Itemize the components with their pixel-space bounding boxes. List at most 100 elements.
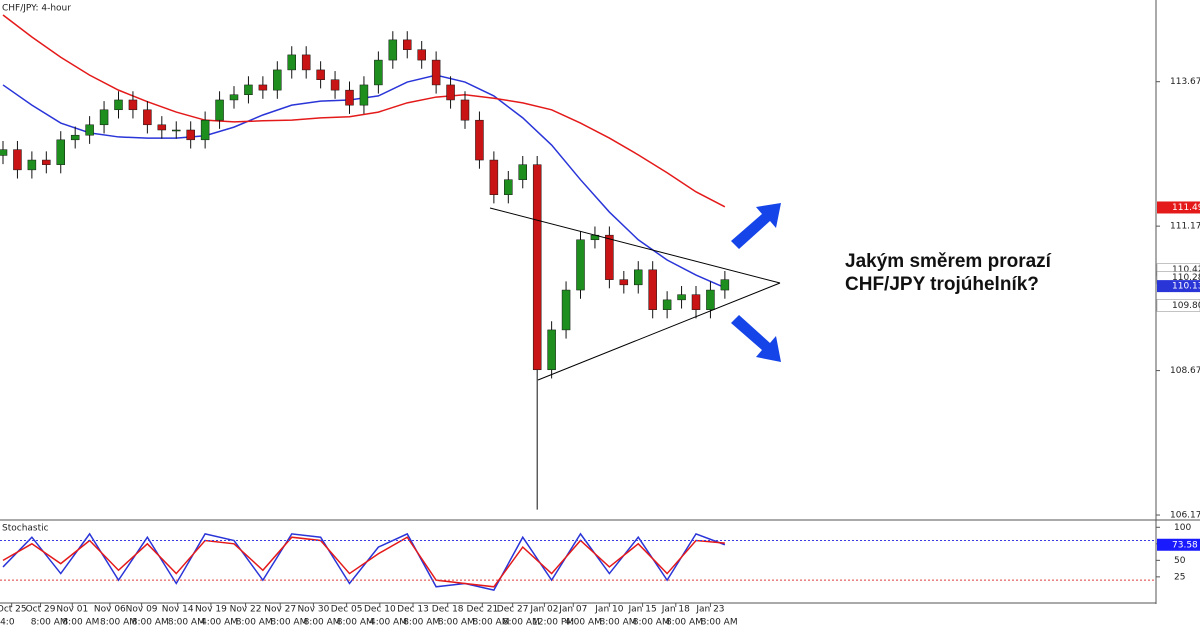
x-tick-label: 12:00 PM xyxy=(532,618,574,628)
candle-body xyxy=(157,124,167,131)
x-tick-label: 8:00 AM xyxy=(270,618,307,628)
x-tick-label: Nov 01 xyxy=(56,605,88,615)
x-tick-label: 4:00 AM xyxy=(565,618,602,628)
candle-body xyxy=(518,164,527,180)
arrow-down xyxy=(731,315,781,362)
x-tick-label: Nov 06 xyxy=(94,605,126,615)
annotation: CHF/JPY trojúhelník? xyxy=(845,274,1039,295)
x-tick-label: Dec 05 xyxy=(331,605,363,615)
candle-body xyxy=(186,129,195,141)
arrow-up xyxy=(731,203,781,249)
y-tick-label: 50 xyxy=(1174,556,1186,566)
line xyxy=(2,536,725,588)
candle-body xyxy=(446,84,455,101)
x-tick-label: Dec 21 xyxy=(466,605,498,615)
candle-body xyxy=(330,79,340,91)
candle-body xyxy=(417,49,426,61)
candle-body xyxy=(691,294,701,310)
price-label xyxy=(1157,280,1200,293)
price-label xyxy=(1157,538,1200,551)
x-tick-label: 8:00 AM xyxy=(503,618,540,628)
candle-body xyxy=(504,179,513,195)
candle-body xyxy=(143,109,152,126)
x-tick-label: 8:00 AM xyxy=(132,618,169,628)
y-tick-label: 106.176 xyxy=(1170,511,1200,521)
x-tick-label: Nov 19 xyxy=(195,605,227,615)
candle-body xyxy=(489,159,499,195)
x-tick-label: 8:00 AM xyxy=(403,618,440,628)
candle-body xyxy=(388,39,398,61)
candle-body xyxy=(662,299,672,310)
candle-body xyxy=(561,289,571,331)
candle-body xyxy=(345,89,354,106)
line xyxy=(2,14,726,208)
indicator-title: Stochastic xyxy=(2,524,49,534)
candle-body xyxy=(374,59,383,86)
x-tick-label: 8:00 AM xyxy=(600,618,637,628)
x-tick-label: 8:00 AM xyxy=(62,618,99,628)
price-label xyxy=(1156,299,1200,312)
x-tick-label: 8:00 AM xyxy=(337,618,374,628)
y-tick-label: 25 xyxy=(1174,572,1185,582)
candle-body xyxy=(706,289,715,310)
candle-body xyxy=(42,159,51,165)
candle-body xyxy=(85,124,94,136)
candle-body xyxy=(172,129,181,132)
x-tick-label: Jan 18 xyxy=(661,605,690,615)
candle-body xyxy=(316,69,325,80)
candle-body xyxy=(720,279,730,291)
x-tick-label: 8:00 AM xyxy=(438,618,475,628)
candle-body xyxy=(200,119,210,141)
candle-body xyxy=(460,99,470,121)
x-tick-label: Oct 29 xyxy=(26,605,56,615)
price-label xyxy=(1157,201,1200,214)
candle-body xyxy=(648,269,657,310)
y-tick-label: 113.676 xyxy=(1170,77,1200,87)
x-tick-label: Nov 14 xyxy=(162,605,194,615)
x-tick-label: 8:00 AM xyxy=(304,618,341,628)
x-tick-label: 8:00 AM xyxy=(472,618,509,628)
price-label-text: 110.138 xyxy=(1172,282,1200,292)
x-tick-label: Jan 07 xyxy=(558,605,587,615)
x-tick-label: 8:00 AM xyxy=(168,618,205,628)
x-tick-label: 8:00 AM xyxy=(701,618,738,628)
candle-body xyxy=(13,149,22,171)
x-tick-label: Nov 27 xyxy=(264,605,296,615)
x-tick-label: Nov 30 xyxy=(297,605,329,615)
x-tick-label: 8:00 AM xyxy=(31,618,68,628)
candle-body xyxy=(403,39,412,50)
candle-body xyxy=(547,329,556,371)
x-tick-label: Oct 25 xyxy=(0,605,27,615)
candle-body xyxy=(359,84,369,106)
x-tick-label: 4:00 AM xyxy=(370,618,407,628)
candle-body xyxy=(114,99,123,111)
candle-body xyxy=(215,99,224,121)
y-tick-label: 108.676 xyxy=(1170,366,1200,376)
candle-body xyxy=(576,239,585,291)
candle-body xyxy=(605,234,614,280)
candle-body xyxy=(27,159,37,171)
candle-body xyxy=(619,279,629,286)
x-tick-label: 8:00 AM xyxy=(100,618,137,628)
x-tick-label: Jan 10 xyxy=(594,605,623,615)
candle-body xyxy=(244,84,253,96)
price-label-text: 110.287 xyxy=(1172,273,1200,283)
x-tick-label: Dec 13 xyxy=(397,605,429,615)
candle-body xyxy=(431,59,441,86)
candle-body xyxy=(0,149,8,156)
x-tick-label: Dec 10 xyxy=(364,605,396,615)
x-tick-label: 4:0 xyxy=(0,618,15,628)
chart-title: CHF/JPY: 4-hour xyxy=(2,4,71,14)
price-label-text: 111.499 xyxy=(1172,203,1200,213)
candle-body xyxy=(677,294,686,301)
x-tick-label: Nov 09 xyxy=(126,605,158,615)
candle-body xyxy=(532,164,542,371)
line xyxy=(2,532,726,591)
candle-body xyxy=(287,54,296,71)
candle-body xyxy=(258,84,268,91)
triangle-upper xyxy=(489,207,781,284)
price-label-text: 109.804 xyxy=(1172,301,1200,311)
candle-body xyxy=(128,99,138,111)
x-tick-label: Dec 27 xyxy=(497,605,529,615)
